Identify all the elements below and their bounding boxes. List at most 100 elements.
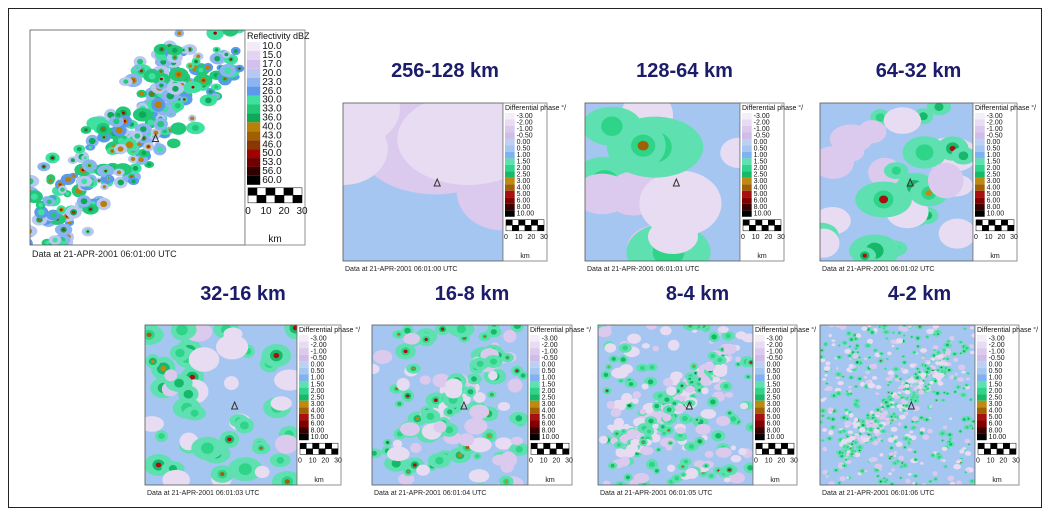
echo-core: [723, 383, 729, 389]
echo-peak: [637, 140, 649, 151]
legend-swatch: [975, 113, 985, 120]
scale-cell: [331, 448, 339, 455]
echo: [828, 334, 832, 338]
echo-core: [965, 384, 968, 386]
scale-cell: [975, 219, 983, 226]
legend-label: -1.00: [767, 348, 783, 355]
echo-core: [834, 469, 838, 472]
scale-cell: [749, 219, 756, 226]
panel-title: 256-128 km: [391, 60, 499, 82]
echo: [623, 423, 630, 429]
scale-cell: [781, 448, 788, 455]
echo: [621, 393, 633, 404]
echo: [914, 386, 919, 390]
echo-core: [717, 357, 723, 363]
echo: [646, 325, 657, 330]
echo-peak: [642, 441, 645, 444]
echo-core: [687, 325, 694, 328]
echo-core: [125, 141, 134, 149]
echo: [965, 377, 971, 381]
echo: [631, 398, 639, 404]
echo: [935, 361, 941, 366]
legend-swatch: [299, 420, 309, 428]
echo: [222, 30, 239, 37]
panel-title: 128-64 km: [636, 60, 733, 82]
echo-peak: [822, 410, 824, 412]
radar-marker: [433, 177, 441, 187]
scale-cell: [537, 225, 545, 232]
echo-core: [153, 130, 159, 135]
echo: [735, 356, 741, 362]
echo: [909, 430, 914, 434]
echo: [887, 437, 896, 443]
echo-core: [857, 351, 859, 354]
echo-core: [927, 383, 930, 386]
echo-core: [154, 101, 163, 109]
echo: [895, 441, 903, 447]
legend-label: 3.00: [542, 401, 556, 408]
echo-peak: [717, 469, 720, 472]
legend-swatch: [299, 427, 309, 434]
echo: [828, 325, 835, 328]
legend-title: Differential phase °/: [505, 104, 566, 112]
scale-unit: km: [757, 253, 767, 260]
scale-label: 20: [552, 457, 560, 464]
scale-cell: [742, 219, 750, 226]
scale-cell: [274, 195, 285, 204]
legend-swatch: [247, 104, 261, 114]
echo: [893, 394, 900, 400]
echo: [274, 434, 297, 454]
echo: [824, 388, 828, 391]
legend-swatch: [977, 433, 987, 441]
echo: [938, 218, 973, 249]
echo-peak: [838, 345, 840, 346]
echo-core: [190, 116, 195, 121]
echo: [848, 363, 854, 369]
echo: [626, 444, 639, 454]
echo: [473, 392, 486, 403]
radar-marker: [230, 400, 239, 410]
echo-core: [920, 416, 923, 419]
echo: [652, 423, 660, 429]
echo-core: [622, 345, 628, 351]
echo: [857, 120, 887, 144]
scale-cell: [762, 448, 769, 455]
legend-label: -0.50: [767, 355, 783, 362]
echo: [859, 381, 865, 387]
scale-cell: [543, 448, 551, 455]
legend-swatch: [299, 381, 309, 388]
echo: [822, 469, 828, 475]
scale-cell: [755, 225, 763, 232]
echo: [932, 325, 939, 329]
echo-core: [843, 341, 846, 345]
echo: [704, 450, 714, 458]
echo-peak: [457, 453, 462, 457]
echo-peak: [220, 472, 225, 477]
echo-peak: [914, 451, 916, 453]
legend-label: 2.00: [767, 388, 781, 395]
echo-core: [60, 187, 65, 192]
legend-label: 4.00: [987, 185, 1001, 192]
echo: [640, 446, 654, 456]
echo-core: [915, 144, 934, 161]
echo-peak: [160, 48, 164, 51]
echo-core: [490, 329, 497, 335]
echo-core: [134, 133, 141, 139]
echo-core: [130, 157, 136, 162]
echo: [909, 384, 913, 388]
echo-core: [954, 390, 957, 393]
scale-cell: [1003, 442, 1010, 450]
echo: [942, 425, 948, 430]
legend-swatch: [299, 433, 309, 441]
echo: [162, 469, 191, 485]
echo-peak: [189, 374, 196, 380]
scale-cell: [256, 187, 267, 196]
echo-core: [890, 403, 893, 406]
scale-cell: [984, 448, 991, 455]
echo-core: [883, 327, 885, 329]
scale-cell: [975, 225, 983, 232]
echo-peak: [932, 454, 934, 456]
echo-core: [943, 349, 946, 352]
echo: [372, 363, 380, 375]
scale-cell: [1007, 225, 1015, 232]
